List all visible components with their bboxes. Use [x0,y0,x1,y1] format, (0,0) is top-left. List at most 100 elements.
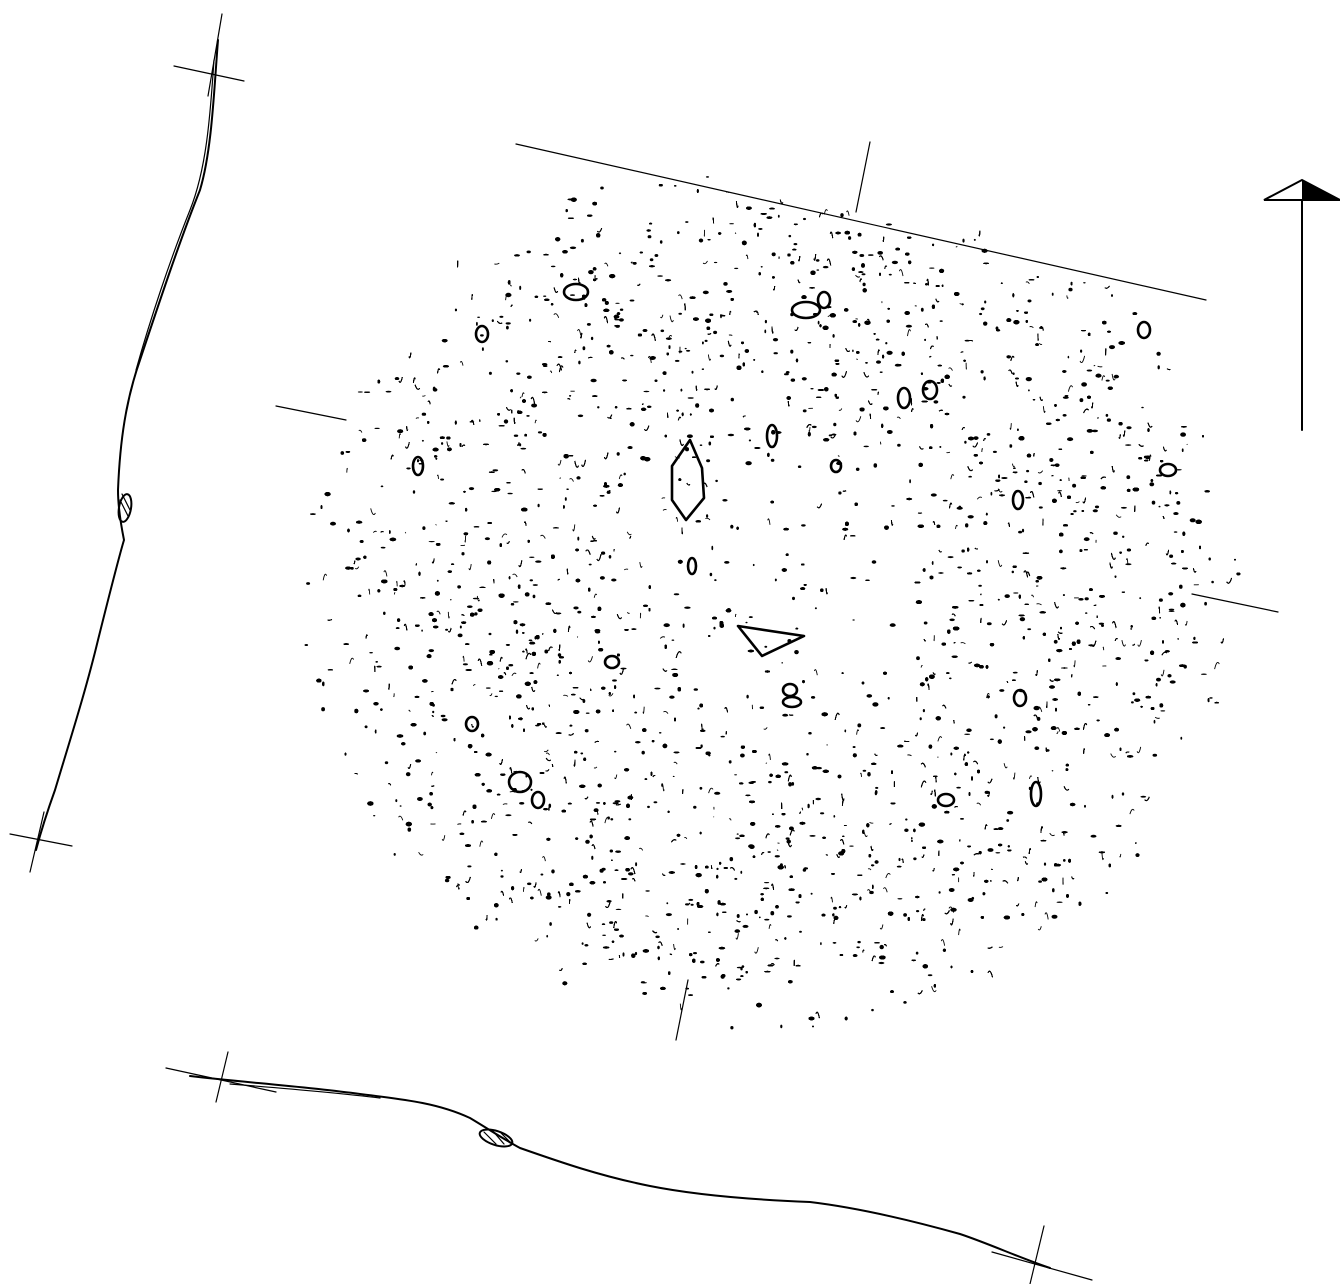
stipple-mark [577,610,582,614]
stipple-mark [907,329,911,337]
stipple-mark [888,273,892,276]
stipple-mark [1018,530,1023,534]
stipple-mark [987,848,994,852]
alignment-lines [275,141,1279,1041]
stipple-mark [1090,834,1097,838]
stipple-mark [897,443,901,447]
stipple-mark [863,445,869,448]
stipple-mark [599,576,605,580]
stipple-mark [719,354,725,358]
north-tick [855,141,871,213]
stipple-mark [543,295,547,297]
stipple-mark [856,358,858,360]
stipple-mark [1125,563,1132,566]
stipple-mark [1214,662,1220,670]
stipple-mark [462,655,465,662]
stipple-mark [1037,470,1044,474]
stipple-mark [441,835,446,841]
stipple-mark [787,915,792,918]
stipple-mark [734,929,741,933]
stipple-mark [404,531,407,534]
stipple-mark [468,487,475,491]
south-datum-tick-right [991,1251,1093,1281]
west-datum-tick-bottom [9,833,73,847]
stipple-mark [494,262,500,265]
stipple-mark [642,706,645,714]
stipple-mark [948,367,953,371]
stipple-mark [564,497,567,501]
stipple-mark [947,556,954,559]
stipple-mark [1038,880,1042,883]
stipple-mark [711,545,714,551]
stipple-mark [615,302,620,304]
stipple-mark [810,388,814,390]
stipple-mark [964,440,967,444]
stipple-mark [898,269,904,277]
stipple-mark [816,269,820,271]
stipple-mark [1156,351,1161,356]
stipple-mark [1094,505,1100,509]
stipple-mark [817,320,820,325]
stipple-mark [852,746,856,748]
stipple-mark [958,928,961,936]
stipple-mark [660,329,665,333]
stipple-mark [1073,510,1077,513]
stipple-mark [820,812,825,815]
stipple-mark [549,922,552,926]
stipple-mark [645,890,650,892]
stipple-mark [1011,463,1015,468]
stipple-mark [1025,377,1032,382]
stipple-mark [626,531,632,536]
stipple-mark [1009,423,1012,430]
stipple-mark [1081,382,1087,387]
stipple-mark [1157,365,1160,370]
stipple-mark [436,474,439,479]
stipple-mark [519,443,522,447]
stipple-mark [540,873,544,876]
stipple-mark [306,582,311,585]
stipple-mark [467,865,472,868]
stipple-mark [860,772,862,777]
stipple-mark [730,397,734,402]
stipple-mark [1083,537,1090,542]
stipple-mark [1012,671,1018,674]
stipple-mark [784,771,789,774]
stipple-mark [1152,753,1158,757]
stipple-mark [423,731,427,736]
stipple-mark [1110,753,1117,758]
stipple-mark [1126,558,1129,565]
stipple-mark [728,818,732,821]
stipple-mark [618,252,622,255]
stipple-mark [964,733,971,735]
stipple-mark [588,563,592,566]
stipple-mark [713,626,716,630]
stipple-mark [886,350,893,355]
stipple-mark [374,427,380,429]
stipple-mark [745,254,749,260]
stipple-mark [707,354,712,361]
stipple-mark [997,560,1003,567]
stipple-mark [1021,528,1025,533]
stipple-mark [508,664,514,667]
stipple-mark [545,752,550,756]
stipple-mark [675,517,679,522]
stipple-mark [823,209,828,215]
stipple-mark [577,329,582,336]
stipple-mark [1013,592,1019,594]
stipple-mark [393,853,396,856]
stipple-mark [1029,326,1034,329]
stipple-mark [1003,726,1006,729]
stipple-mark [708,441,712,446]
stipple-mark [803,217,806,221]
stipple-mark [398,815,404,821]
stipple-mark [1137,640,1142,647]
stipple-mark [531,403,538,408]
stipple-mark [1067,355,1070,359]
stipple-mark [505,294,508,301]
stipple-mark [580,238,584,243]
stipple-mark [727,433,735,437]
stipple-mark [915,951,919,955]
stipple-mark [506,325,509,330]
stipple-mark [1086,369,1093,372]
stipple-mark [432,388,438,392]
